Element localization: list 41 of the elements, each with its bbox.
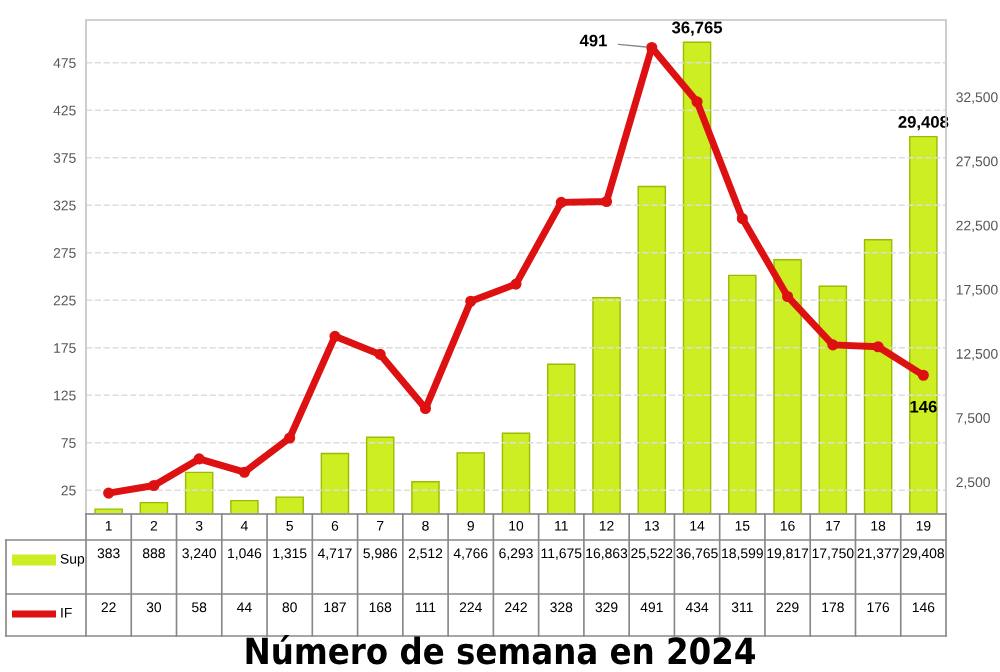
bar: [682, 41, 712, 514]
bar: [320, 452, 350, 514]
annotation: 36,765: [671, 21, 723, 36]
point: [917, 369, 929, 381]
point: [872, 341, 884, 353]
point: [103, 487, 115, 499]
point: [555, 196, 567, 208]
bar: [139, 501, 169, 514]
point: [600, 195, 613, 208]
bar: [501, 432, 531, 514]
bar: [592, 296, 621, 514]
annotation: 491: [579, 34, 607, 47]
point: [329, 330, 341, 342]
annotation: 146: [910, 400, 937, 413]
bar: [184, 471, 214, 514]
bar: [230, 499, 259, 514]
point: [238, 466, 250, 478]
bar: [546, 363, 576, 514]
bar: [365, 436, 395, 514]
point: [736, 212, 748, 225]
point: [782, 290, 794, 303]
text: Número de semana en 2024: [246, 635, 755, 665]
point: [148, 479, 160, 492]
bar: [728, 274, 757, 514]
point: [193, 453, 205, 465]
point: [284, 432, 296, 444]
bar: [863, 239, 893, 514]
bar: [909, 135, 938, 514]
point: [465, 295, 477, 307]
point: [374, 348, 386, 360]
bar: [773, 259, 802, 514]
bar: [456, 452, 486, 514]
bar: [411, 481, 440, 514]
point: [827, 339, 839, 351]
bar: [275, 496, 304, 514]
bar: [818, 285, 848, 514]
point: [510, 278, 522, 290]
point: [691, 96, 703, 108]
annotation: 29,408: [898, 116, 949, 131]
bar: [94, 508, 123, 514]
bar: [637, 185, 667, 514]
